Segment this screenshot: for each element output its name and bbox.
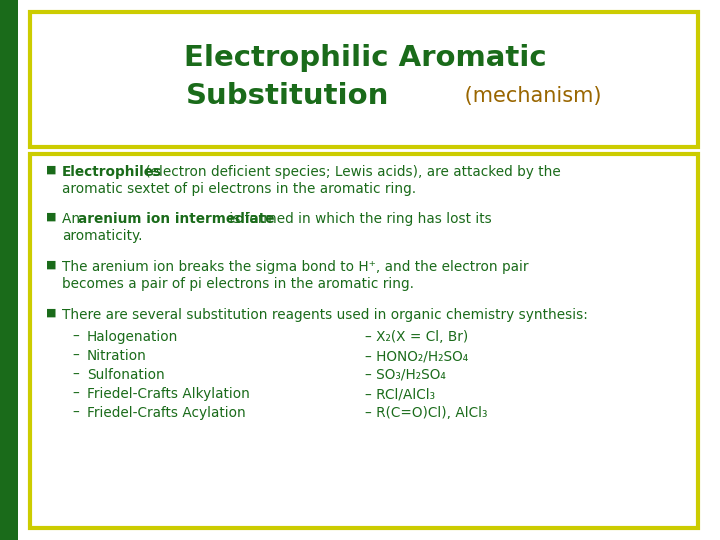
Text: –: –	[72, 387, 78, 401]
Text: (mechanism): (mechanism)	[458, 86, 601, 106]
Text: – X₂(X = Cl, Br): – X₂(X = Cl, Br)	[365, 330, 468, 344]
Text: Electrophiles: Electrophiles	[62, 165, 162, 179]
Text: The arenium ion breaks the sigma bond to H⁺, and the electron pair: The arenium ion breaks the sigma bond to…	[62, 260, 528, 274]
Text: ■: ■	[46, 260, 56, 270]
Text: aromatic sextet of pi electrons in the aromatic ring.: aromatic sextet of pi electrons in the a…	[62, 182, 416, 196]
Text: Nitration: Nitration	[87, 349, 147, 363]
Text: Halogenation: Halogenation	[87, 330, 179, 344]
Text: ■: ■	[46, 308, 56, 318]
FancyBboxPatch shape	[30, 154, 698, 528]
Text: (electron deficient species; Lewis acids), are attacked by the: (electron deficient species; Lewis acids…	[141, 165, 561, 179]
Text: Friedel-Crafts Acylation: Friedel-Crafts Acylation	[87, 406, 246, 420]
Text: Electrophilic Aromatic: Electrophilic Aromatic	[184, 44, 546, 72]
Text: Friedel-Crafts Alkylation: Friedel-Crafts Alkylation	[87, 387, 250, 401]
Text: –: –	[72, 349, 78, 363]
Text: –: –	[72, 406, 78, 420]
Text: arenium ion intermediate: arenium ion intermediate	[78, 212, 275, 226]
Text: – RCl/AlCl₃: – RCl/AlCl₃	[365, 387, 435, 401]
Text: – HONO₂/H₂SO₄: – HONO₂/H₂SO₄	[365, 349, 468, 363]
Text: – SO₃/H₂SO₄: – SO₃/H₂SO₄	[365, 368, 446, 382]
Text: ■: ■	[46, 165, 56, 175]
Text: –: –	[72, 330, 78, 344]
Text: Substitution: Substitution	[186, 82, 390, 110]
Text: is formed in which the ring has lost its: is formed in which the ring has lost its	[225, 212, 492, 226]
Text: becomes a pair of pi electrons in the aromatic ring.: becomes a pair of pi electrons in the ar…	[62, 277, 414, 291]
Text: aromaticity.: aromaticity.	[62, 229, 143, 243]
Text: – R(C=O)Cl), AlCl₃: – R(C=O)Cl), AlCl₃	[365, 406, 487, 420]
Text: There are several substitution reagents used in organic chemistry synthesis:: There are several substitution reagents …	[62, 308, 588, 322]
Text: Sulfonation: Sulfonation	[87, 368, 165, 382]
Text: An: An	[62, 212, 84, 226]
Bar	[0, 0, 18, 540]
Text: –: –	[72, 368, 78, 382]
Text: ■: ■	[46, 212, 56, 222]
FancyBboxPatch shape	[30, 12, 698, 147]
